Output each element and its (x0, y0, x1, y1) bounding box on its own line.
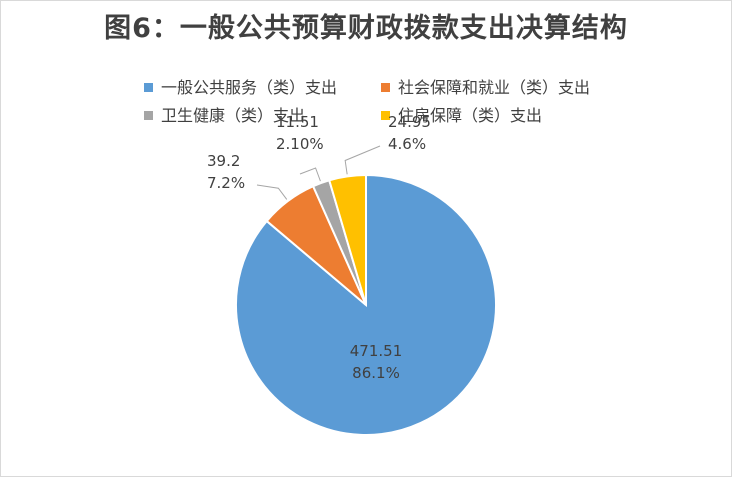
leader-line (344, 145, 381, 175)
data-label-percent: 7.2% (207, 174, 245, 192)
legend-swatch (381, 111, 390, 120)
data-label-value: 11.51 (276, 113, 319, 131)
legend-swatch (381, 83, 390, 92)
legend-swatch (144, 83, 153, 92)
legend-label: 卫生健康（类）支出 (161, 106, 306, 125)
legend-item-housing: 住房保障（类）支出 (381, 102, 542, 126)
chart-title: 图6：一般公共预算财政拨款支出决算结构 (104, 13, 628, 44)
data-label-percent: 4.6% (388, 135, 426, 153)
data-label-percent: 86.1% (352, 364, 400, 382)
legend-item-health: 卫生健康（类）支出 (144, 102, 305, 126)
legend-item-general-public-services: 一般公共服务（类）支出 (144, 74, 337, 98)
legend-label: 社会保障和就业（类）支出 (398, 78, 591, 97)
data-label-percent: 2.10% (276, 135, 324, 153)
legend-item-social-security: 社会保障和就业（类）支出 (381, 74, 590, 98)
legend-label: 住房保障（类）支出 (398, 106, 543, 125)
legend-swatch (144, 111, 153, 120)
data-label-value: 24.95 (388, 113, 431, 131)
pie-slice (328, 173, 367, 306)
data-label-value: 471.51 (350, 342, 403, 360)
data-label-value: 39.2 (207, 152, 240, 170)
leader-line (299, 167, 321, 182)
legend-label: 一般公共服务（类）支出 (161, 78, 338, 97)
leader-line (256, 184, 288, 200)
